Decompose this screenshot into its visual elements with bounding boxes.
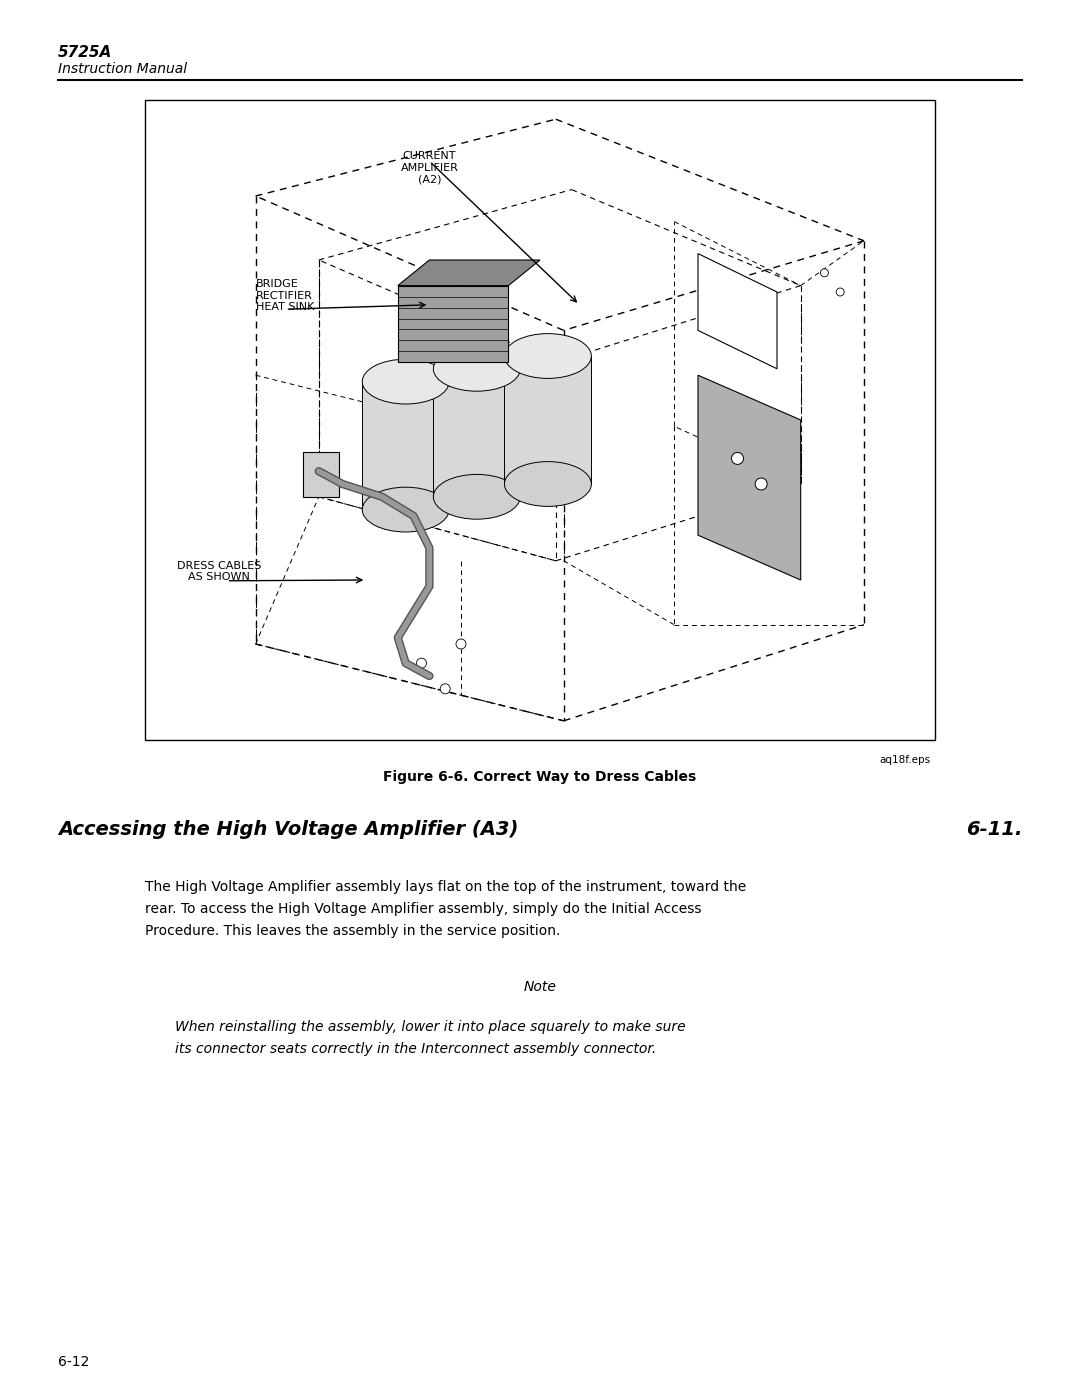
Circle shape [731, 453, 743, 464]
Circle shape [417, 658, 427, 668]
Polygon shape [698, 254, 777, 369]
Circle shape [821, 268, 828, 277]
Text: When reinstalling the assembly, lower it into place squarely to make sure: When reinstalling the assembly, lower it… [175, 1020, 686, 1034]
Polygon shape [397, 260, 540, 285]
Text: its connector seats correctly in the Interconnect assembly connector.: its connector seats correctly in the Int… [175, 1042, 657, 1056]
Text: CURRENT
AMPLIFIER
(A2): CURRENT AMPLIFIER (A2) [401, 151, 458, 184]
Circle shape [755, 478, 767, 490]
Polygon shape [433, 369, 521, 497]
Circle shape [441, 683, 450, 694]
Ellipse shape [504, 461, 592, 506]
Text: rear. To access the High Voltage Amplifier assembly, simply do the Initial Acces: rear. To access the High Voltage Amplifi… [145, 902, 702, 916]
Polygon shape [397, 285, 509, 362]
Bar [145, 101, 935, 740]
Text: BRIDGE
RECTIFIER
HEAT SINK: BRIDGE RECTIFIER HEAT SINK [256, 279, 314, 313]
Text: 5725A: 5725A [58, 45, 112, 60]
Text: Accessing the High Voltage Amplifier (A3): Accessing the High Voltage Amplifier (A3… [58, 820, 518, 840]
Circle shape [836, 288, 845, 296]
Ellipse shape [433, 346, 521, 391]
Ellipse shape [433, 475, 521, 520]
Polygon shape [303, 453, 338, 497]
Circle shape [456, 638, 465, 650]
Text: 6-11.: 6-11. [966, 820, 1022, 840]
Text: Figure 6-6. Correct Way to Dress Cables: Figure 6-6. Correct Way to Dress Cables [383, 770, 697, 784]
Ellipse shape [504, 334, 592, 379]
Ellipse shape [362, 488, 449, 532]
Ellipse shape [362, 359, 449, 404]
Text: DRESS CABLES
AS SHOWN: DRESS CABLES AS SHOWN [177, 560, 261, 583]
Text: Note: Note [524, 981, 556, 995]
Text: The High Voltage Amplifier assembly lays flat on the top of the instrument, towa: The High Voltage Amplifier assembly lays… [145, 880, 746, 894]
Text: Instruction Manual: Instruction Manual [58, 61, 187, 75]
Text: 6-12: 6-12 [58, 1355, 90, 1369]
Polygon shape [362, 381, 449, 510]
Text: Procedure. This leaves the assembly in the service position.: Procedure. This leaves the assembly in t… [145, 923, 561, 937]
Polygon shape [504, 356, 592, 483]
Text: aq18f.eps: aq18f.eps [879, 754, 930, 766]
Polygon shape [698, 376, 800, 580]
